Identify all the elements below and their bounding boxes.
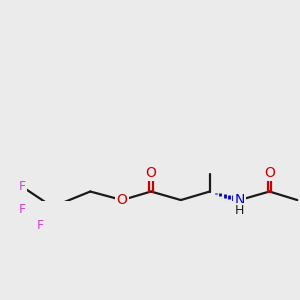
Text: O: O [264, 166, 275, 180]
Text: O: O [117, 193, 128, 207]
Text: N: N [234, 193, 245, 207]
Text: O: O [146, 166, 156, 180]
Text: F: F [19, 203, 26, 216]
Text: F: F [37, 219, 44, 232]
Text: F: F [19, 181, 26, 194]
Text: H: H [235, 204, 244, 217]
